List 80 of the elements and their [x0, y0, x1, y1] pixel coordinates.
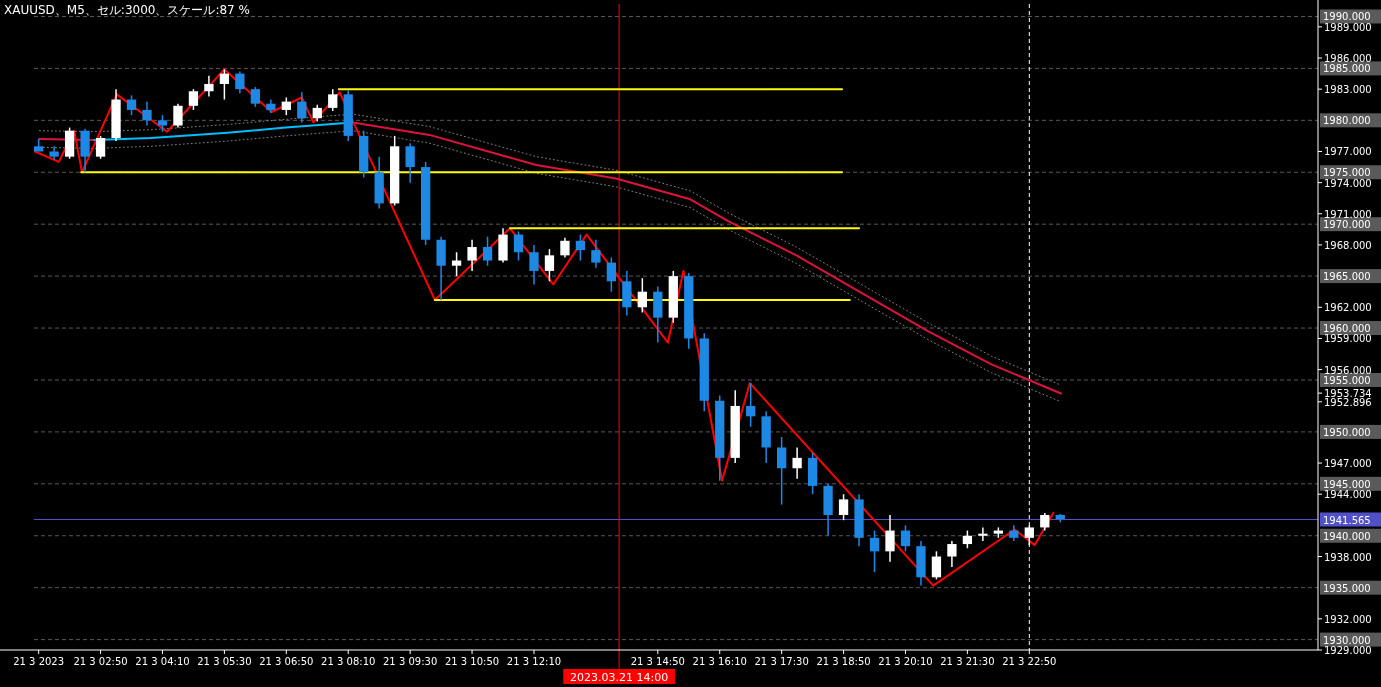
x-tick-label: 21 3 06:50: [259, 656, 314, 667]
y-tick-label: 1983.000: [1324, 84, 1372, 96]
candlestick: [188, 88, 199, 111]
y-tick-label: 1944.000: [1324, 489, 1372, 501]
candlestick: [142, 100, 152, 127]
x-tick-label: 21 3 08:10: [321, 656, 376, 667]
candlestick: [792, 446, 802, 480]
ref-line-label: 1985.000: [1323, 63, 1371, 75]
candlestick: [204, 74, 214, 98]
candlestick: [126, 94, 137, 116]
candlestick: [235, 70, 245, 95]
y-tick-label: 1947.000: [1324, 458, 1372, 470]
x-tick-label: 21 3 16:10: [692, 656, 747, 667]
y-tick-label: 1971.000: [1324, 208, 1372, 220]
candlestick: [219, 68, 230, 101]
ref-line-label: 1941.565: [1323, 514, 1371, 526]
candlestick: [777, 436, 787, 506]
ref-line-label: 1940.000: [1323, 530, 1371, 542]
candlestick: [900, 524, 911, 553]
candlestick: [575, 233, 586, 262]
x-tick-label: 21 3 05:30: [197, 656, 252, 667]
y-tick-label: 1986.000: [1324, 53, 1372, 65]
candlestick: [591, 239, 601, 269]
candlestick: [869, 529, 880, 573]
candlestick: [451, 251, 462, 277]
ref-line-label: 1965.000: [1323, 271, 1371, 283]
ref-line-label: 1970.000: [1323, 219, 1371, 231]
ref-line-label: 1990.000: [1323, 11, 1371, 23]
candlestick: [250, 86, 260, 108]
candlestick: [931, 550, 942, 581]
candlestick: [838, 493, 849, 521]
candlestick: [544, 248, 555, 283]
x-tick-label: 21 3 14:50: [630, 656, 685, 667]
y-tick-label: 1932.000: [1324, 613, 1372, 625]
candlestick: [529, 244, 539, 286]
y-tick-label: 1989.000: [1324, 21, 1372, 33]
candlestick: [467, 239, 477, 272]
y-tick-label: 1956.000: [1324, 364, 1372, 376]
x-tick-label: 21 3 09:30: [383, 656, 438, 667]
ref-line-label: 1980.000: [1323, 115, 1371, 127]
chart-title: XAUUSD、M5、セル:3000、スケール:87 %: [4, 3, 250, 17]
candlestick: [746, 382, 756, 428]
y-tick-label: 1962.000: [1324, 302, 1372, 314]
candlestick: [173, 102, 183, 129]
ref-line-label: 1935.000: [1323, 582, 1371, 594]
x-tick-label: 21 3 10:50: [444, 656, 500, 667]
y-tick-label: 1929.000: [1324, 645, 1372, 656]
y-tick-label: 1977.000: [1324, 146, 1372, 158]
y-tick-label: 1974.000: [1324, 177, 1372, 189]
candlestick: [482, 235, 493, 267]
y-tick-label: 1938.000: [1324, 551, 1372, 563]
y-tick-label: 1968.000: [1324, 239, 1372, 251]
candlestick: [637, 277, 647, 314]
ref-line-label: 1955.000: [1323, 374, 1371, 386]
x-tick-label: 21 3 2023: [13, 656, 65, 667]
candlestick: [947, 540, 957, 568]
ref-line-label: 2023.03.21 14:00: [570, 671, 669, 684]
x-tick-label: 21 3 18:50: [816, 656, 871, 667]
ref-line-label: 1945.000: [1323, 478, 1371, 490]
candlestick: [328, 88, 338, 112]
x-tick-label: 21 3 21:30: [940, 656, 995, 667]
ref-line-label: 1975.000: [1323, 167, 1371, 179]
ref-line-label: 1930.000: [1323, 634, 1371, 646]
candlestick: [95, 135, 106, 160]
candlestick: [513, 230, 524, 262]
x-tick-label: 21 3 02:50: [73, 656, 128, 667]
x-tick-label: 21 3 20:10: [878, 656, 933, 667]
x-tick-label: 21 3 12:10: [506, 656, 562, 667]
ref-line-label: 1960.000: [1323, 323, 1371, 335]
candlestick: [297, 91, 307, 124]
candlestick: [978, 526, 988, 542]
ref-line-label: 1950.000: [1323, 426, 1371, 438]
y-tick-label: 1959.000: [1324, 333, 1372, 345]
candlestick: [405, 142, 415, 184]
candlestick: [606, 256, 617, 293]
x-tick-label: 21 3 17:30: [754, 656, 809, 667]
x-tick-label: 21 3 04:10: [135, 656, 190, 667]
candlestick: [560, 236, 570, 259]
x-tick-label: 21 3 22:50: [1002, 656, 1057, 667]
candlestick: [885, 514, 895, 563]
